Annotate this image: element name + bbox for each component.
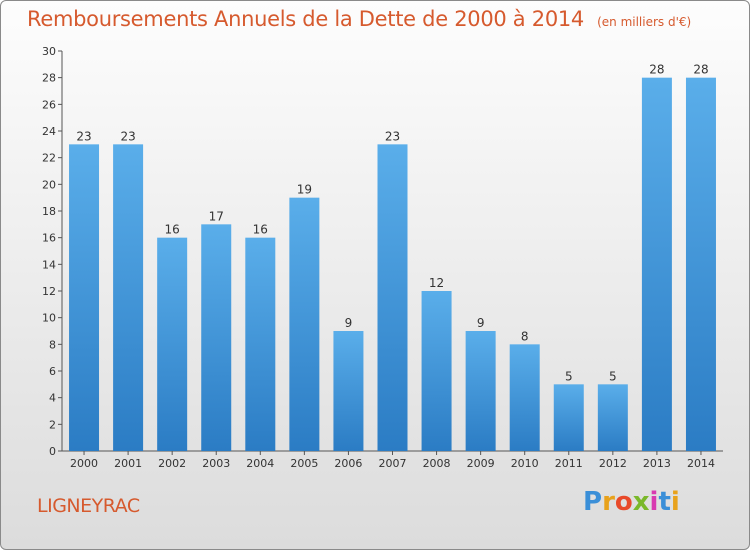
- bar-2000: [69, 144, 100, 452]
- value-label-2001: 23: [120, 129, 135, 143]
- y-tick-label: 0: [49, 445, 56, 458]
- value-label-2011: 5: [565, 369, 573, 383]
- x-tick-label-2005: 2005: [290, 457, 318, 470]
- proxiti-logo[interactable]: Proxiti: [583, 487, 680, 517]
- y-tick-label: 16: [42, 232, 56, 245]
- x-tick-label-2001: 2001: [114, 457, 142, 470]
- y-tick-label: 2: [49, 418, 56, 431]
- x-tick-label-2014: 2014: [687, 457, 715, 470]
- bar-2011: [553, 384, 584, 451]
- unit-text: (en milliers d'€): [597, 15, 692, 29]
- x-tick-label-2010: 2010: [511, 457, 539, 470]
- x-tick-label-2006: 2006: [334, 457, 362, 470]
- bar-2005: [289, 197, 320, 451]
- y-tick-label: 6: [49, 365, 56, 378]
- value-label-2012: 5: [609, 369, 617, 383]
- title-text: Remboursements Annuels de la Dette de 20…: [27, 7, 584, 31]
- x-tick-label-2003: 2003: [202, 457, 230, 470]
- y-tick-label: 8: [49, 338, 56, 351]
- bar-2010: [509, 344, 540, 451]
- chart-title: Remboursements Annuels de la Dette de 20…: [27, 7, 691, 31]
- y-tick-label: 24: [42, 125, 56, 138]
- value-label-2002: 16: [165, 223, 180, 237]
- y-tick-label: 10: [42, 312, 56, 325]
- y-tick-label: 26: [42, 98, 56, 111]
- x-tick-label-2009: 2009: [467, 457, 495, 470]
- y-tick-label: 28: [42, 72, 56, 85]
- x-tick-label-2013: 2013: [643, 457, 671, 470]
- y-tick-label: 20: [42, 178, 56, 191]
- bar-2008: [421, 291, 452, 451]
- bars: [69, 77, 716, 452]
- logo-letter: r: [602, 487, 615, 517]
- value-label-2004: 16: [253, 223, 268, 237]
- bar-2001: [113, 144, 144, 452]
- bar-2006: [333, 331, 364, 451]
- logo-letter: i: [649, 487, 659, 517]
- bar-2013: [641, 77, 672, 452]
- bar-2003: [201, 224, 232, 451]
- value-label-2010: 8: [521, 329, 529, 343]
- logo-letter: o: [614, 487, 633, 517]
- value-label-2007: 23: [385, 129, 400, 143]
- x-tick-label-2008: 2008: [423, 457, 451, 470]
- x-tick-label-2012: 2012: [599, 457, 627, 470]
- y-tick-label: 22: [42, 152, 56, 165]
- bar-2007: [377, 144, 408, 452]
- logo-letter: t: [658, 487, 671, 517]
- value-label-2005: 19: [297, 183, 312, 197]
- value-label-2003: 17: [209, 209, 224, 223]
- logo-letter: i: [670, 487, 680, 517]
- y-tick-label: 14: [42, 258, 56, 271]
- logo-letter: x: [632, 487, 650, 517]
- logo-letter: P: [583, 487, 603, 517]
- value-label-2009: 9: [477, 316, 485, 330]
- x-tick-label-2011: 2011: [555, 457, 583, 470]
- bar-2012: [597, 384, 628, 451]
- value-label-2014: 28: [693, 63, 708, 77]
- y-tick-label: 4: [49, 392, 56, 405]
- y-tick-label: 18: [42, 205, 56, 218]
- commune-name: LIGNEYRAC: [37, 495, 140, 517]
- y-tick-label: 12: [42, 285, 56, 298]
- value-label-2008: 12: [429, 276, 444, 290]
- value-label-2000: 23: [76, 129, 91, 143]
- x-tick-label-2000: 2000: [70, 457, 98, 470]
- labels: 23 2000 23 2001 16 2002 17 2003 16 2004 19 2005 9 200…: [70, 63, 715, 470]
- bar-2002: [157, 237, 188, 451]
- x-tick-label-2002: 2002: [158, 457, 186, 470]
- value-label-2013: 28: [649, 63, 664, 77]
- y-tick-label: 30: [42, 45, 56, 58]
- bar-2009: [465, 331, 496, 451]
- value-label-2006: 9: [345, 316, 353, 330]
- x-tick-label-2004: 2004: [246, 457, 274, 470]
- bar-2004: [245, 237, 276, 451]
- bar-2014: [685, 77, 716, 452]
- x-tick-label-2007: 2007: [379, 457, 407, 470]
